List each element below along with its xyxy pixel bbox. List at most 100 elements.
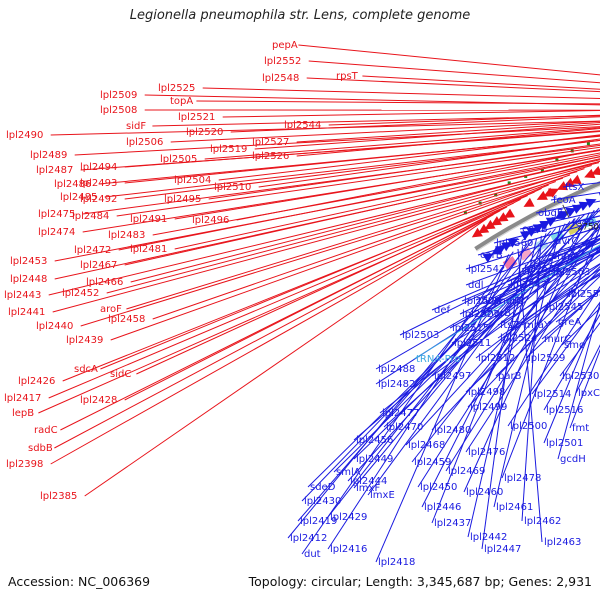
- reverse-leader: [555, 289, 600, 323]
- reverse-gene-label: lpl2460: [466, 487, 503, 498]
- label-leaders: [38, 44, 600, 563]
- reverse-gene-label: lpl2542: [468, 264, 505, 275]
- gc-tick: [507, 181, 511, 185]
- forward-gene-label: lpl2504: [174, 175, 211, 186]
- reverse-gene-label: lpl2488: [378, 364, 415, 375]
- reverse-leader: [459, 246, 600, 315]
- forward-leader: [80, 177, 564, 327]
- gc-tick: [586, 142, 590, 146]
- genome-backbone: [474, 181, 600, 252]
- forward-gene-label: lpl2521: [178, 112, 215, 123]
- forward-leader: [48, 162, 600, 296]
- reverse-gene-label: lpl2450: [420, 482, 457, 493]
- reverse-gene-label: lpl2499: [470, 402, 507, 413]
- forward-gene-arrow: [484, 219, 496, 230]
- reverse-gene-arrow: [532, 224, 544, 234]
- forward-leader: [144, 94, 600, 106]
- forward-leader: [126, 168, 585, 310]
- forward-gene-label: lpl2439: [66, 335, 103, 346]
- reverse-gene-label: lpl2463: [544, 537, 581, 548]
- reverse-gene-label: def: [434, 305, 451, 316]
- forward-gene-label: lpl2519: [210, 144, 247, 155]
- forward-leader: [54, 156, 600, 262]
- reverse-gene-label: lpl2447: [484, 544, 521, 555]
- reverse-gene-label: lpl2545: [546, 302, 583, 313]
- forward-gene-label: lpl2441: [8, 307, 45, 318]
- forward-gene-arrow: [570, 174, 582, 184]
- forward-gene-label: lpl2448: [10, 274, 47, 285]
- reverse-leader: [367, 221, 571, 496]
- reverse-gene-label: lpxC: [578, 388, 600, 399]
- forward-gene-label: lpl2520: [186, 127, 223, 138]
- forward-leader: [296, 121, 600, 143]
- forward-leader: [52, 171, 578, 313]
- reverse-gene-label: lpl2516: [546, 405, 583, 416]
- forward-gene-label: lpl2467: [80, 260, 117, 271]
- reverse-leader: [297, 230, 552, 522]
- forward-gene-label: lpl2552: [264, 56, 301, 67]
- reverse-gene-label: lpl2500: [510, 421, 547, 432]
- reverse-gene-label: obgE: [538, 208, 563, 219]
- reverse-gene-label: murF: [478, 295, 504, 306]
- accession-text: Accession: NC_006369: [8, 574, 151, 589]
- gc-tick: [463, 211, 467, 215]
- forward-leader: [116, 146, 600, 217]
- backbone-highlight: [476, 185, 600, 252]
- reverse-gene-label: lpl2524: [500, 333, 537, 344]
- reverse-gene-label: lpl2523: [462, 309, 499, 320]
- reverse-gene-label: lpl2511: [454, 338, 491, 349]
- gc-tick: [555, 158, 559, 162]
- reverse-leader: [445, 223, 600, 472]
- forward-gene-label: lpl2385: [40, 491, 77, 502]
- reverse-leader: [449, 247, 600, 329]
- forward-leader: [82, 144, 600, 215]
- forward-gene-label: pepA: [272, 40, 298, 51]
- reverse-gene-label: lpl2477: [382, 408, 419, 419]
- forward-gene-arrow: [536, 190, 548, 200]
- forward-gene-label: aroF: [100, 304, 122, 315]
- reverse-leader: [287, 240, 533, 539]
- reverse-gene-label: enhB: [522, 224, 548, 235]
- forward-gene-arrow: [584, 168, 596, 179]
- reverse-gene-label: lpl2456: [356, 435, 393, 446]
- reverse-leader: [327, 228, 556, 518]
- reverse-leader: [575, 344, 600, 394]
- rna-gene-label: tRNA-Pro: [416, 354, 460, 365]
- forward-leader: [328, 114, 600, 126]
- forward-leader: [80, 130, 600, 171]
- reverse-gene-label: gcdH: [560, 454, 586, 465]
- forward-gene-label: lpl2525: [158, 83, 195, 94]
- forward-gene-arrow: [478, 223, 490, 234]
- forward-gene-arrow: [471, 227, 483, 238]
- reverse-gene-label: lpl2528: [464, 296, 501, 307]
- reverse-gene-label: lpl2480: [434, 425, 471, 436]
- reverse-gene-label: enhA: [551, 251, 577, 262]
- reverse-gene-label: lpl2418: [378, 557, 415, 568]
- forward-gene-label: topA: [170, 96, 193, 107]
- forward-leader: [100, 184, 549, 370]
- forward-leader: [152, 115, 600, 127]
- forward-leader: [306, 77, 600, 93]
- forward-gene-label: lpl2494: [80, 162, 117, 173]
- forward-leader: [308, 60, 600, 84]
- gene-labels: pepA lpl2552 lpl2548 rpsT lpl2544 lpl2525 topA…: [4, 40, 600, 568]
- reverse-leader: [519, 210, 600, 230]
- reverse-leader: [465, 265, 600, 393]
- reverse-gene-arrow: [585, 198, 597, 208]
- forward-gene-label: lpl2475: [38, 209, 75, 220]
- forward-gene-label: lpl2544: [284, 120, 321, 131]
- reverse-leader: [461, 242, 600, 302]
- forward-gene-label: lpl2548: [262, 73, 299, 84]
- reverse-gene-label: murD: [496, 296, 524, 307]
- reverse-leader: [501, 225, 600, 479]
- reverse-leader: [375, 254, 510, 563]
- genome-summary: Topology: circular; Length: 3,345,687 bp…: [248, 574, 592, 589]
- forward-leader: [38, 202, 515, 414]
- forward-gene-label: lpl2486: [54, 179, 91, 190]
- reverse-gene-label: lpl2470: [386, 422, 423, 433]
- forward-gene-label: lpl2474: [38, 227, 75, 238]
- forward-gene-arrow: [563, 177, 575, 187]
- reverse-gene-label: murB: [484, 308, 511, 319]
- reverse-gene-label: lmxE: [370, 490, 395, 501]
- reverse-leader: [541, 290, 600, 340]
